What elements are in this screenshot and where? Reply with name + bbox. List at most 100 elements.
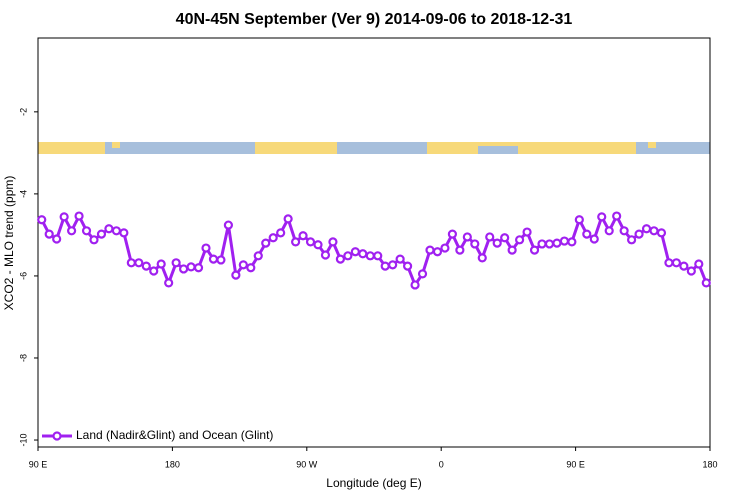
data-point	[634, 229, 644, 239]
data-point	[231, 270, 241, 280]
data-point	[432, 247, 443, 257]
data-point	[365, 251, 375, 261]
data-point	[66, 226, 77, 236]
data-point	[597, 212, 607, 222]
data-point	[96, 229, 107, 239]
data-point	[164, 278, 174, 288]
data-point	[350, 247, 360, 257]
data-point	[141, 261, 151, 271]
data-point	[223, 220, 233, 230]
data-point	[604, 226, 614, 236]
data-point	[537, 239, 547, 249]
data-point	[529, 245, 540, 255]
y-tick-label: -6	[18, 272, 28, 280]
data-point	[37, 215, 47, 225]
data-point	[447, 229, 457, 239]
x-axis-label: Longitude (deg E)	[326, 476, 421, 490]
x-tick-label: 180	[165, 459, 180, 469]
land-strip	[648, 142, 656, 148]
land-strip	[427, 142, 636, 154]
land-strip	[112, 142, 120, 148]
data-point	[111, 226, 122, 236]
data-point	[507, 245, 517, 255]
x-tick-label: 0	[439, 459, 444, 469]
data-point	[649, 226, 659, 236]
data-point	[455, 245, 465, 255]
data-point	[589, 234, 599, 244]
data-point	[567, 237, 577, 247]
data-point	[171, 258, 181, 268]
data-point	[477, 253, 487, 263]
data-point	[492, 238, 502, 248]
y-tick-label: -8	[18, 354, 28, 362]
data-point	[619, 226, 629, 236]
data-point	[373, 251, 383, 261]
data-point	[574, 215, 584, 225]
data-point	[261, 238, 271, 248]
data-point	[380, 261, 390, 271]
data-point	[417, 269, 428, 279]
data-point	[328, 237, 338, 247]
data-point	[694, 259, 704, 269]
data-point	[500, 233, 510, 243]
data-point	[612, 211, 622, 221]
data-point	[208, 254, 219, 264]
plot-frame	[37, 37, 711, 448]
legend-marker	[52, 431, 62, 441]
data-point	[470, 239, 480, 249]
y-tick-label: -10	[18, 434, 28, 447]
land-strip	[38, 142, 105, 154]
series-line	[40, 212, 708, 289]
data-point	[104, 224, 114, 234]
data-point	[81, 226, 92, 236]
data-point	[268, 233, 278, 243]
data-point	[403, 261, 413, 271]
data-point	[89, 235, 99, 245]
data-point	[626, 235, 637, 245]
data-point	[641, 224, 652, 234]
data-point	[320, 250, 331, 260]
data-point	[149, 266, 159, 276]
data-point	[425, 245, 435, 255]
data-point	[485, 232, 495, 242]
data-point	[664, 258, 674, 268]
data-point	[298, 231, 308, 241]
data-point	[134, 258, 144, 268]
x-tick-label: 90 E	[566, 459, 585, 469]
data-point	[193, 263, 204, 273]
data-point	[238, 260, 248, 270]
legend-label: Land (Nadir&Glint) and Ocean (Glint)	[76, 428, 273, 442]
ocean-strip	[478, 146, 518, 154]
data-point	[679, 261, 689, 271]
data-point	[410, 280, 420, 290]
data-point	[552, 238, 562, 248]
x-tick-label: 90 E	[29, 459, 48, 469]
data-point	[388, 260, 398, 270]
data-point	[701, 278, 711, 288]
chart-title: 40N-45N September (Ver 9) 2014-09-06 to …	[176, 11, 573, 28]
x-tick-label: 90 W	[296, 459, 318, 469]
land-ocean-strip	[38, 142, 710, 154]
data-point	[440, 243, 450, 253]
data-point	[276, 228, 286, 238]
y-tick-label: -4	[18, 190, 28, 198]
x-tick-label: 180	[702, 459, 717, 469]
data-point	[52, 234, 62, 244]
data-point	[201, 243, 211, 253]
data-point	[462, 232, 472, 242]
data-point	[686, 266, 696, 276]
data-point	[59, 212, 69, 222]
data-point	[74, 211, 84, 221]
y-tick-label: -2	[18, 108, 28, 116]
data-point	[216, 255, 226, 265]
data-point	[671, 258, 682, 268]
data-point	[358, 249, 368, 259]
data-point	[544, 239, 555, 249]
data-point	[253, 251, 263, 261]
data-point	[283, 214, 293, 224]
data-point	[246, 263, 256, 273]
data-point	[335, 254, 345, 264]
data-point	[291, 237, 301, 247]
data-point	[126, 258, 136, 268]
data-point	[522, 227, 532, 237]
